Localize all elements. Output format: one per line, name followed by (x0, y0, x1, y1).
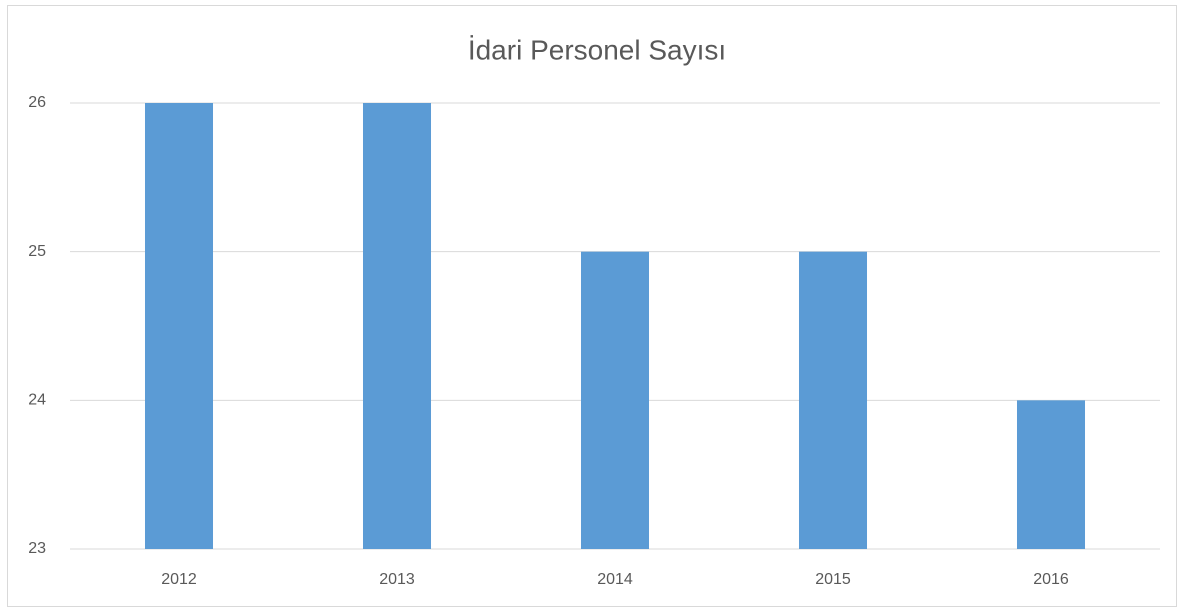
x-tick-label: 2012 (161, 571, 197, 588)
bar (362, 103, 432, 549)
y-tick-label: 24 (28, 392, 46, 409)
y-tick-label: 26 (28, 94, 46, 111)
bar (580, 251, 650, 549)
bar (1016, 400, 1086, 549)
chart-title: İdari Personel Sayısı (468, 34, 726, 65)
x-tick-label: 2014 (597, 571, 633, 588)
bar (144, 103, 214, 549)
y-tick-label: 25 (28, 243, 46, 260)
x-tick-label: 2016 (1033, 571, 1069, 588)
y-tick-label: 23 (28, 540, 46, 557)
x-tick-label: 2013 (379, 571, 415, 588)
bar (798, 251, 868, 549)
x-tick-label: 2015 (815, 571, 851, 588)
